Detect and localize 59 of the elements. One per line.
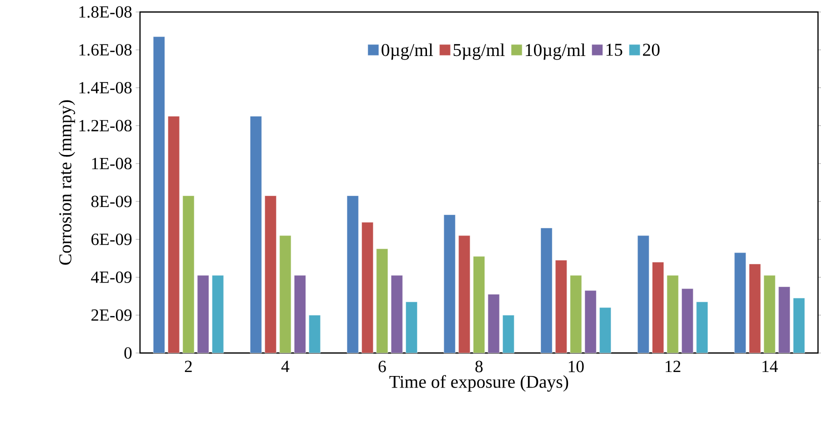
y-tick-label: 0 (124, 347, 132, 359)
bar (362, 222, 374, 354)
bar (584, 290, 596, 354)
x-tick-label: 14 (762, 360, 778, 372)
bar (308, 314, 321, 354)
bar (666, 275, 679, 354)
x-tick-label: 2 (184, 360, 192, 372)
y-tick-label: 1.8E-08 (79, 6, 132, 18)
bar (250, 116, 262, 354)
bar (279, 235, 292, 354)
bar (473, 256, 485, 354)
bar (168, 116, 180, 354)
y-tick-label: 1.6E-08 (79, 44, 132, 56)
bar (764, 275, 776, 354)
y-tick-label: 4E-09 (91, 271, 132, 283)
legend-label: 5µg/ml (454, 43, 505, 60)
legend-label: 0µg/ml (382, 43, 433, 60)
bar (294, 275, 306, 354)
bar (599, 307, 612, 354)
bar (793, 298, 805, 354)
bar (458, 235, 470, 354)
legend-label: 15 (606, 44, 622, 56)
x-axis-title: Time of exposure (Days) (389, 375, 568, 392)
x-tick-label: 12 (666, 360, 680, 372)
y-tick-label: 6E-09 (91, 234, 132, 246)
bar (540, 228, 552, 354)
bar (212, 275, 224, 354)
y-axis-title: Corrosion rate (mmpy) (58, 100, 76, 265)
bar (376, 248, 388, 354)
bar (696, 302, 708, 354)
y-tick-label: 1.4E-08 (79, 82, 132, 94)
x-tick-label: 8 (475, 360, 483, 372)
bar (182, 196, 194, 354)
bar (570, 275, 582, 354)
bar (444, 214, 456, 354)
y-tick-label: 8E-09 (91, 196, 132, 208)
bar (637, 235, 650, 354)
bar (153, 36, 165, 354)
bar (682, 288, 694, 354)
legend-label: 20 (643, 44, 660, 56)
bar (390, 275, 403, 354)
bar (346, 196, 359, 354)
bar (778, 286, 790, 354)
x-tick-label: 10 (568, 360, 584, 372)
bar (748, 264, 761, 354)
bar (264, 196, 276, 354)
y-tick-label: 1.2E-08 (79, 120, 132, 132)
bar (652, 262, 664, 354)
x-tick-label: 6 (378, 360, 386, 372)
bar (488, 294, 500, 354)
y-tick-label: 2E-09 (91, 309, 132, 321)
bar (197, 275, 210, 354)
bar (555, 260, 568, 354)
bar (502, 314, 514, 354)
bar (406, 302, 418, 354)
bar (734, 252, 746, 354)
x-tick-label: 4 (281, 360, 290, 372)
legend-label: 10µg/ml (526, 43, 586, 60)
y-tick-label: 1E-08 (92, 158, 132, 170)
